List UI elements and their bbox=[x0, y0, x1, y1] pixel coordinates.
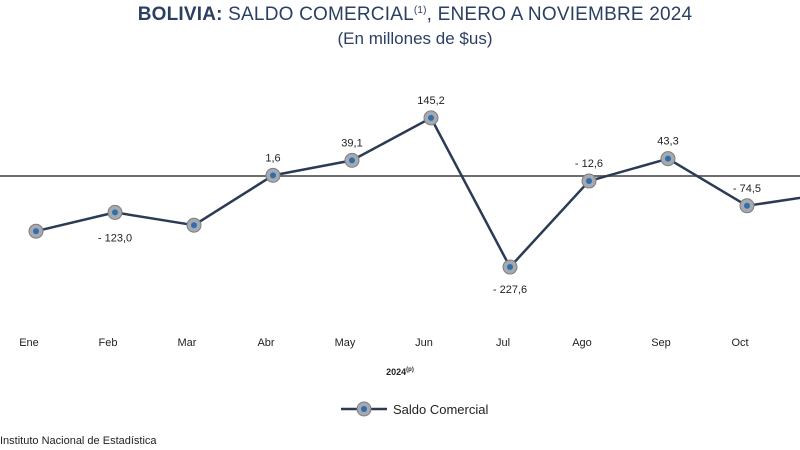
title-tail: , ENERO A NOVIEMBRE 2024 bbox=[426, 4, 693, 25]
x-axis-label-sup: (p) bbox=[406, 367, 414, 373]
legend-line-marker-icon bbox=[341, 401, 387, 417]
tick-label: Oct bbox=[731, 337, 748, 349]
data-label: 39,1 bbox=[341, 137, 362, 149]
chart-title: BOLIVIA: SALDO COMERCIAL(1), ENERO A NOV… bbox=[0, 4, 800, 26]
data-label: 1,6 bbox=[265, 152, 280, 164]
tick-label: Feb bbox=[99, 337, 118, 349]
title-bold: BOLIVIA: bbox=[137, 4, 223, 25]
x-axis-label-text: 2024 bbox=[386, 367, 407, 377]
data-point-center bbox=[586, 178, 592, 185]
tick-label: May bbox=[335, 337, 356, 349]
source-note: Instituto Nacional de Estadística bbox=[0, 435, 157, 447]
tick-label: Ene bbox=[19, 337, 39, 349]
data-point-center bbox=[744, 202, 750, 209]
data-point-center bbox=[33, 228, 39, 235]
chart-subtitle: (En millones de $us) bbox=[337, 29, 493, 48]
tick-label: Mar bbox=[178, 337, 197, 349]
data-point-center bbox=[191, 222, 197, 229]
tick-label: Jun bbox=[415, 337, 433, 349]
data-point-center bbox=[112, 209, 118, 216]
data-point-center bbox=[507, 264, 513, 271]
tick-label: Sep bbox=[651, 337, 671, 349]
data-label: - 123,0 bbox=[98, 232, 132, 244]
legend: Saldo Comercial bbox=[341, 399, 488, 419]
data-label: 145,2 bbox=[417, 95, 445, 107]
title-rest: SALDO COMERCIAL bbox=[222, 4, 414, 25]
tick-label: Jul bbox=[496, 337, 510, 349]
legend-label: Saldo Comercial bbox=[393, 401, 489, 417]
x-axis-label: 2024(p) bbox=[340, 367, 460, 377]
data-label: 43,3 bbox=[657, 136, 678, 148]
data-point-center bbox=[270, 172, 276, 179]
tick-label: Ago bbox=[572, 337, 592, 349]
title-sup: (1) bbox=[413, 5, 427, 16]
tick-label: Abr bbox=[257, 337, 274, 349]
data-label: - 227,6 bbox=[493, 284, 527, 296]
data-label: - 12,6 bbox=[575, 158, 603, 170]
data-point-center bbox=[665, 155, 671, 162]
data-label: - 74,5 bbox=[733, 183, 761, 195]
series-line bbox=[35, 116, 800, 269]
data-point-center bbox=[428, 114, 434, 121]
data-point-center bbox=[349, 157, 355, 164]
